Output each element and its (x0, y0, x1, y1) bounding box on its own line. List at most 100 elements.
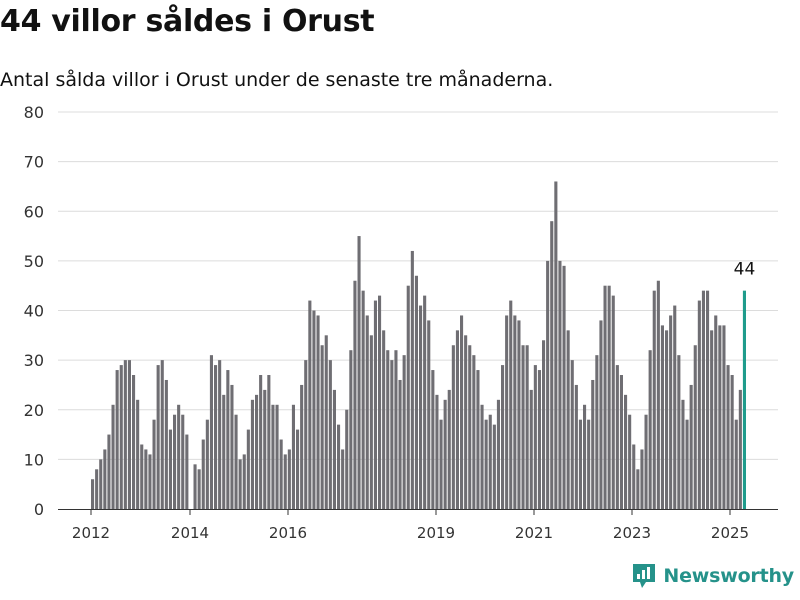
bar (238, 459, 242, 510)
bar (578, 419, 582, 509)
bar (410, 250, 414, 509)
bar (660, 325, 664, 509)
bar (554, 181, 558, 510)
bar (255, 394, 259, 509)
bar (259, 375, 263, 509)
y-tick-label: 30 (24, 351, 44, 370)
bar (406, 285, 410, 509)
bar (738, 389, 742, 509)
bar (439, 419, 443, 509)
bar (222, 394, 226, 509)
bar (242, 454, 246, 509)
bar (652, 290, 656, 509)
bar (665, 330, 669, 509)
bar (246, 429, 250, 509)
bar (324, 335, 328, 509)
bar (185, 434, 189, 509)
bar (308, 300, 312, 509)
bar (275, 404, 279, 509)
bar (103, 449, 107, 509)
y-tick-label: 60 (24, 202, 44, 221)
bar (681, 399, 685, 509)
bar (546, 260, 550, 510)
x-axis: 2012 2014 2016 2019 2021 2023 2025 (58, 509, 778, 542)
bar (583, 404, 587, 509)
bar (542, 340, 546, 509)
bar (685, 419, 689, 509)
bar (382, 330, 386, 509)
bar (201, 439, 205, 509)
bar (689, 384, 693, 509)
bar (566, 330, 570, 509)
bar (271, 404, 275, 509)
bar (177, 404, 181, 509)
bar (267, 375, 271, 509)
bar (537, 370, 541, 509)
bar (595, 355, 599, 509)
bar (505, 315, 509, 509)
bars (91, 181, 746, 510)
bar (127, 360, 131, 510)
bar (521, 345, 525, 509)
data-label-latest: 44 (734, 260, 756, 280)
bar (226, 370, 230, 509)
bar (378, 295, 382, 509)
bar (464, 335, 468, 509)
bar (468, 345, 472, 509)
bar (460, 315, 464, 509)
y-tick-label: 20 (24, 401, 44, 420)
bar (152, 419, 156, 509)
bar (234, 414, 238, 509)
bar (173, 414, 177, 509)
chart-subtitle: Antal sålda villor i Orust under de sena… (0, 69, 554, 91)
bar (181, 414, 185, 509)
x-tick-label: 2014 (171, 524, 209, 542)
bar (677, 355, 681, 509)
bar (451, 345, 455, 509)
y-tick-label: 70 (24, 153, 44, 172)
bar (628, 414, 632, 509)
bar (95, 469, 99, 509)
bar (320, 345, 324, 509)
bar (480, 404, 484, 509)
bar (447, 389, 451, 509)
bar (550, 221, 554, 509)
bar (427, 320, 431, 509)
newsworthy-logo[interactable]: Newsworthy (631, 562, 794, 590)
bar (730, 375, 734, 509)
bar (357, 236, 361, 509)
bar (669, 315, 673, 509)
bar (115, 370, 119, 509)
bar (99, 459, 103, 510)
bar (706, 290, 710, 509)
bar (144, 449, 148, 509)
bar (398, 379, 402, 509)
x-tick-label: 2025 (711, 524, 749, 542)
bar (345, 409, 349, 509)
bar (587, 419, 591, 509)
bar (476, 370, 480, 509)
bar (296, 429, 300, 509)
bar (337, 424, 341, 509)
bar (160, 360, 164, 510)
bar (496, 399, 500, 509)
bar (701, 290, 705, 509)
bar (443, 399, 447, 509)
bar (611, 295, 615, 509)
bar (209, 355, 213, 509)
bar (656, 280, 660, 509)
bar (250, 399, 254, 509)
bar (492, 424, 496, 509)
bar (365, 315, 369, 509)
bar (615, 365, 619, 509)
bar (332, 389, 336, 509)
bar (484, 419, 488, 509)
bar (570, 360, 574, 510)
bar (300, 384, 304, 509)
bar (287, 449, 291, 509)
x-tick-label: 2023 (613, 524, 651, 542)
brand-name: Newsworthy (663, 565, 794, 587)
bar (283, 454, 287, 509)
bar (603, 285, 607, 509)
